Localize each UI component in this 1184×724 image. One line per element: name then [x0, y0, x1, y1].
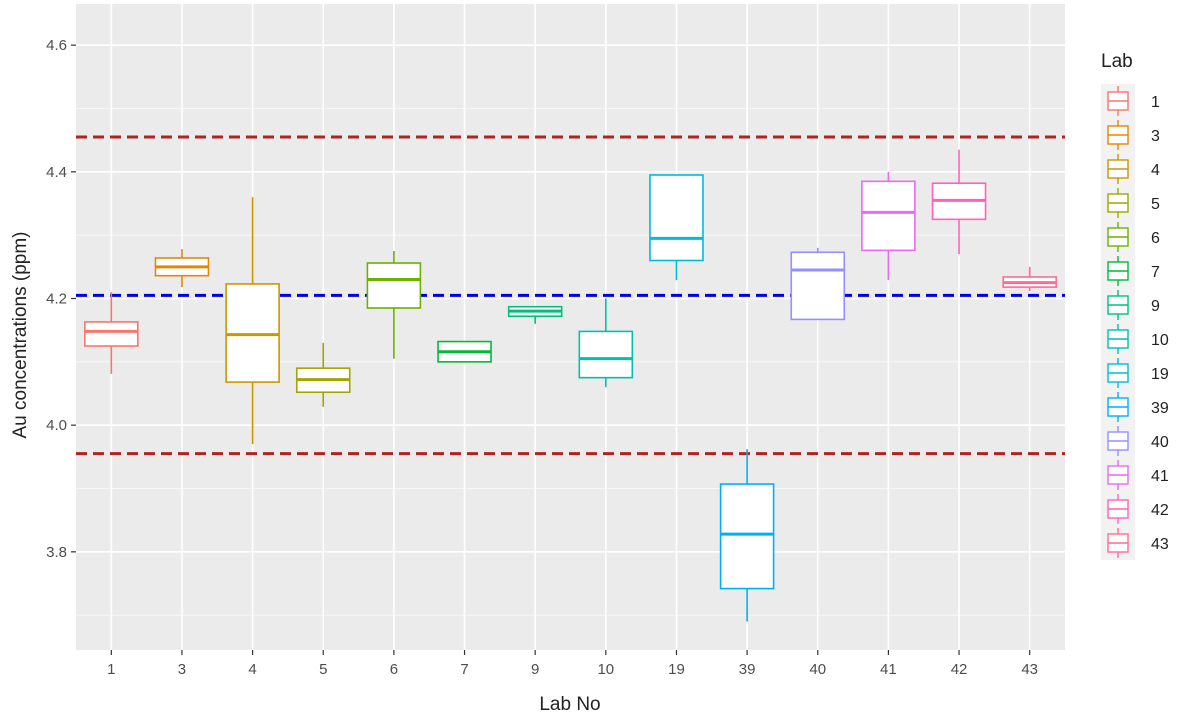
- box-lab-10: [578, 298, 634, 388]
- x-tick-label: 4: [248, 661, 256, 678]
- box-lab-41: [861, 171, 916, 281]
- legend-label: 3: [1151, 128, 1160, 145]
- box-body: [225, 283, 280, 383]
- y-axis-label: Au concentrations (ppm): [10, 232, 31, 439]
- panel-background: [76, 4, 1065, 650]
- x-tick-label: 3: [178, 661, 186, 678]
- y-tick-label: 4.0: [46, 417, 67, 434]
- legend-label: 4: [1151, 162, 1160, 179]
- legend-label: 42: [1151, 502, 1169, 519]
- box-body: [790, 251, 846, 321]
- axes: 3.8 4.0 4.2 4.4 4.6 1 3 4 5 6 7 9 10 19 39 40 41 42 43: [46, 37, 1038, 678]
- box-lab-39: [719, 449, 775, 622]
- x-tick-label: 43: [1021, 661, 1038, 678]
- legend-label: 41: [1151, 468, 1169, 485]
- legend-label: 5: [1151, 196, 1160, 213]
- box-body: [649, 174, 704, 262]
- box-body: [719, 483, 775, 590]
- box-lab-7: [437, 340, 492, 363]
- legend-label: 10: [1151, 332, 1169, 349]
- plot-panel: [76, 4, 1065, 650]
- legend-item-42: 42: [1101, 492, 1169, 526]
- x-tick-label: 6: [390, 661, 398, 678]
- legend-item-9: 9: [1101, 288, 1160, 322]
- x-axis-label: Lab No: [539, 694, 600, 715]
- box-lab-5: [295, 342, 351, 407]
- legend-item-7: 7: [1101, 254, 1160, 288]
- legend-label: 40: [1151, 434, 1169, 451]
- box-lab-43: [1002, 266, 1057, 291]
- box-lab-40: [790, 247, 846, 321]
- legend-label: 1: [1151, 94, 1160, 111]
- legend-label: 19: [1151, 366, 1169, 383]
- x-tick-label: 7: [460, 661, 468, 678]
- legend-label: 39: [1151, 400, 1169, 417]
- y-tick-label: 4.6: [46, 37, 67, 54]
- box-body: [578, 330, 634, 379]
- x-tick-label: 19: [668, 661, 685, 678]
- legend-item-39: 39: [1101, 390, 1169, 424]
- x-tick-label: 42: [951, 661, 968, 678]
- x-tick-label: 10: [597, 661, 614, 678]
- reference-lines: [76, 135, 1065, 456]
- box-lab-9: [507, 305, 563, 324]
- legend-item-10: 10: [1101, 322, 1169, 356]
- y-tick-label: 3.8: [46, 544, 67, 561]
- legend-item-40: 40: [1101, 424, 1169, 458]
- legend-label: 6: [1151, 230, 1160, 247]
- legend-label: 7: [1151, 264, 1160, 281]
- legend-label: 43: [1151, 536, 1169, 553]
- legend-item-5: 5: [1101, 186, 1160, 220]
- x-tick-label: 1: [107, 661, 115, 678]
- legend-label: 9: [1151, 298, 1160, 315]
- x-tick-label: 39: [739, 661, 756, 678]
- box-lab-19: [649, 174, 704, 281]
- legend-item-1: 1: [1101, 84, 1160, 118]
- box-lab-3: [154, 249, 210, 288]
- y-tick-label: 4.2: [46, 291, 67, 308]
- box-body: [861, 180, 916, 252]
- box-body: [366, 262, 422, 309]
- legend-item-6: 6: [1101, 220, 1160, 254]
- box-lab-1: [84, 292, 139, 374]
- boxes: [84, 149, 1057, 622]
- box-lab-4: [225, 197, 280, 445]
- legend-item-3: 3: [1101, 118, 1160, 152]
- box-body: [84, 321, 139, 347]
- legend-item-4: 4: [1101, 152, 1160, 186]
- box-lab-42: [931, 149, 987, 255]
- x-tick-label: 9: [531, 661, 539, 678]
- legend-title: Lab: [1101, 51, 1133, 72]
- legend-item-19: 19: [1101, 356, 1169, 390]
- box-lab-6: [366, 251, 422, 359]
- legend-item-41: 41: [1101, 458, 1169, 492]
- x-tick-label: 5: [319, 661, 327, 678]
- y-tick-label: 4.4: [46, 164, 67, 181]
- legend: Lab 1 3 4 5 6 7 9 10 19 39 40 41 42 43: [1101, 51, 1169, 560]
- legend-item-43: 43: [1101, 526, 1169, 560]
- x-tick-label: 40: [809, 661, 826, 678]
- x-tick-label: 41: [880, 661, 897, 678]
